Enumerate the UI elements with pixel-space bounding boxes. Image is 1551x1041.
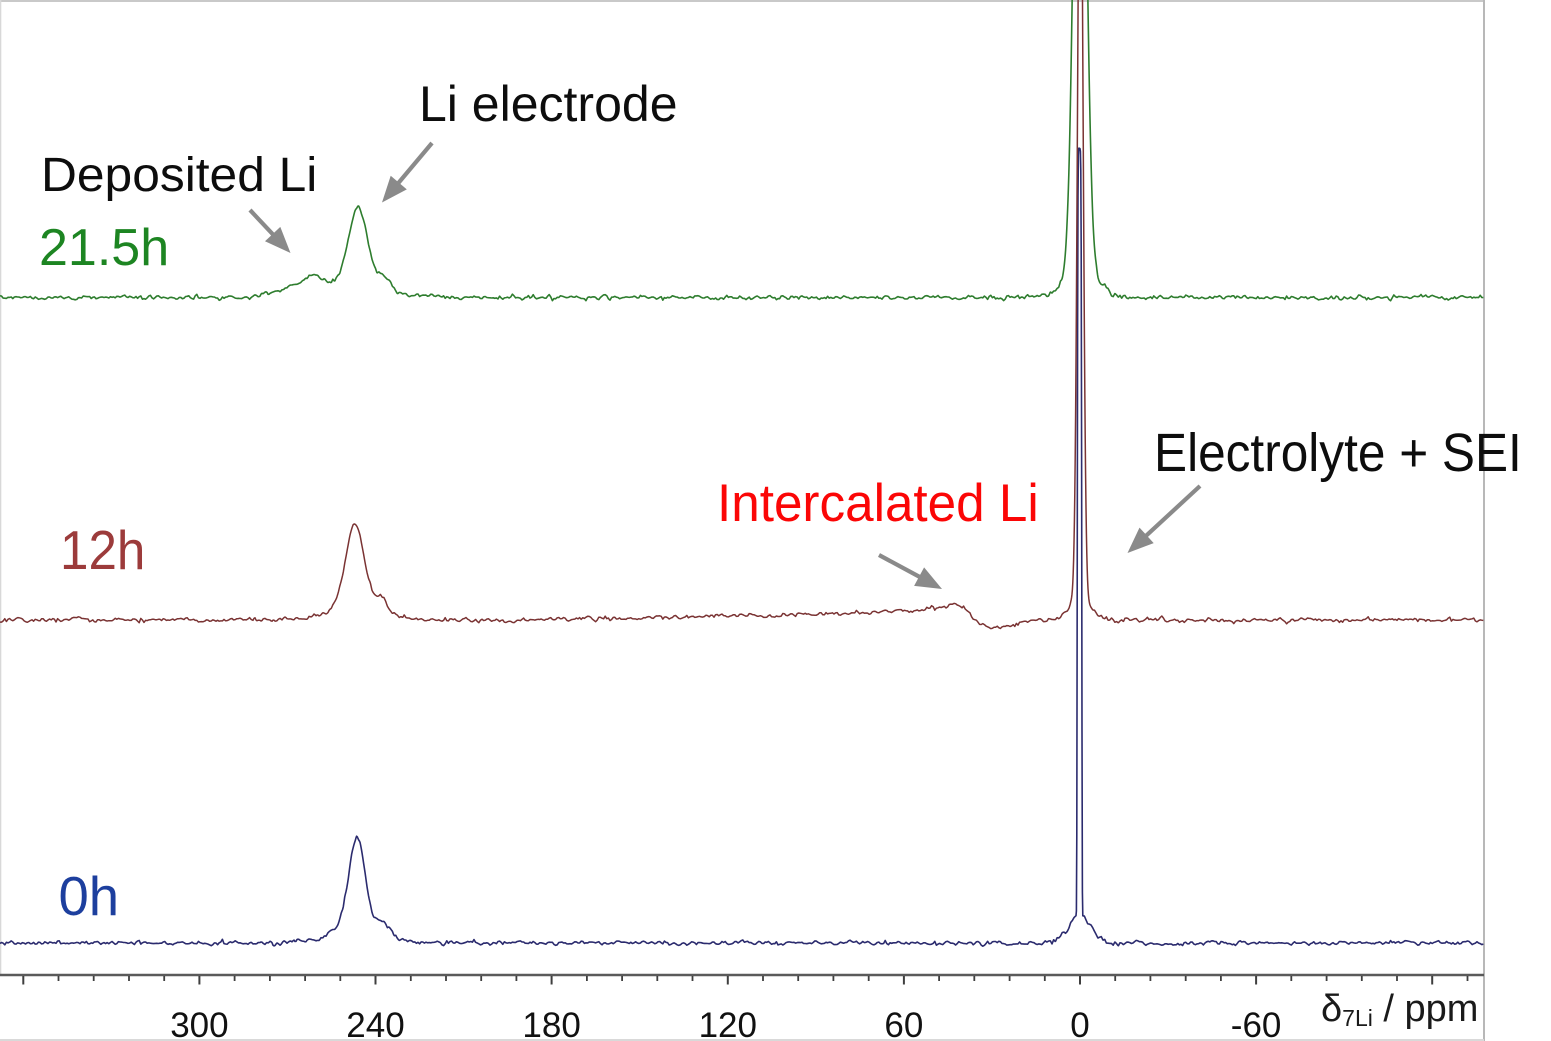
svg-text:300: 300 [170, 1006, 228, 1041]
svg-text:0: 0 [1070, 1006, 1089, 1041]
svg-text:-60: -60 [1231, 1006, 1282, 1041]
svg-text:180: 180 [522, 1006, 580, 1041]
svg-text:60: 60 [884, 1006, 923, 1041]
svg-text:240: 240 [346, 1006, 404, 1041]
svg-text:120: 120 [699, 1006, 757, 1041]
